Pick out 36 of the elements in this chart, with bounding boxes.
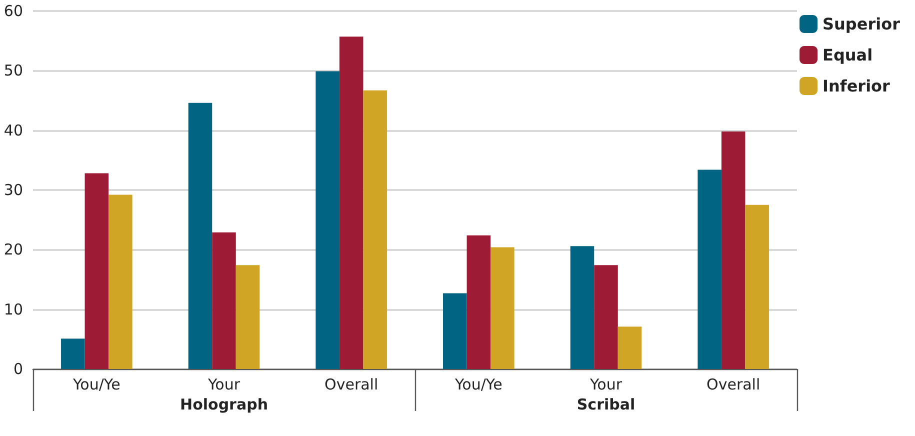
x-tick-label: You/Ye: [72, 376, 120, 394]
y-tick-label: 50: [4, 62, 23, 80]
y-tick-label: 10: [4, 300, 23, 318]
legend-label: Inferior: [822, 76, 890, 96]
bar: [339, 36, 364, 369]
y-tick-label: 40: [4, 121, 23, 140]
bar: [108, 194, 132, 369]
bar: [236, 265, 260, 369]
x-tick-label: Overall: [706, 376, 760, 394]
bar: [316, 71, 340, 369]
bar: [466, 235, 491, 369]
legend-label: Equal: [822, 46, 873, 64]
y-tick-label: 0: [13, 360, 23, 378]
text: Holograph: [180, 396, 268, 414]
x-tick-label: Your: [206, 376, 241, 394]
bar: [363, 90, 387, 369]
x-tick-label: Your: [588, 376, 623, 394]
y-tick-label: 60: [4, 2, 23, 20]
y-tick-label: 30: [4, 181, 23, 199]
x-tick-label: Overall: [324, 376, 378, 394]
bar: [570, 246, 594, 369]
bar: [490, 247, 514, 369]
bar: [594, 265, 618, 369]
bar: [745, 204, 769, 369]
bar: [61, 338, 85, 369]
y-tick-label: 20: [4, 240, 23, 259]
x-tick-label: You/Ye: [454, 376, 502, 394]
bar: [188, 102, 212, 369]
bar: [698, 170, 722, 369]
bar: [721, 132, 746, 369]
bar: [618, 326, 642, 369]
legend-label: Superior: [822, 14, 900, 34]
bar: [443, 293, 467, 369]
text: Scribal: [576, 396, 636, 414]
bar: [212, 232, 236, 369]
bar: [84, 173, 109, 369]
